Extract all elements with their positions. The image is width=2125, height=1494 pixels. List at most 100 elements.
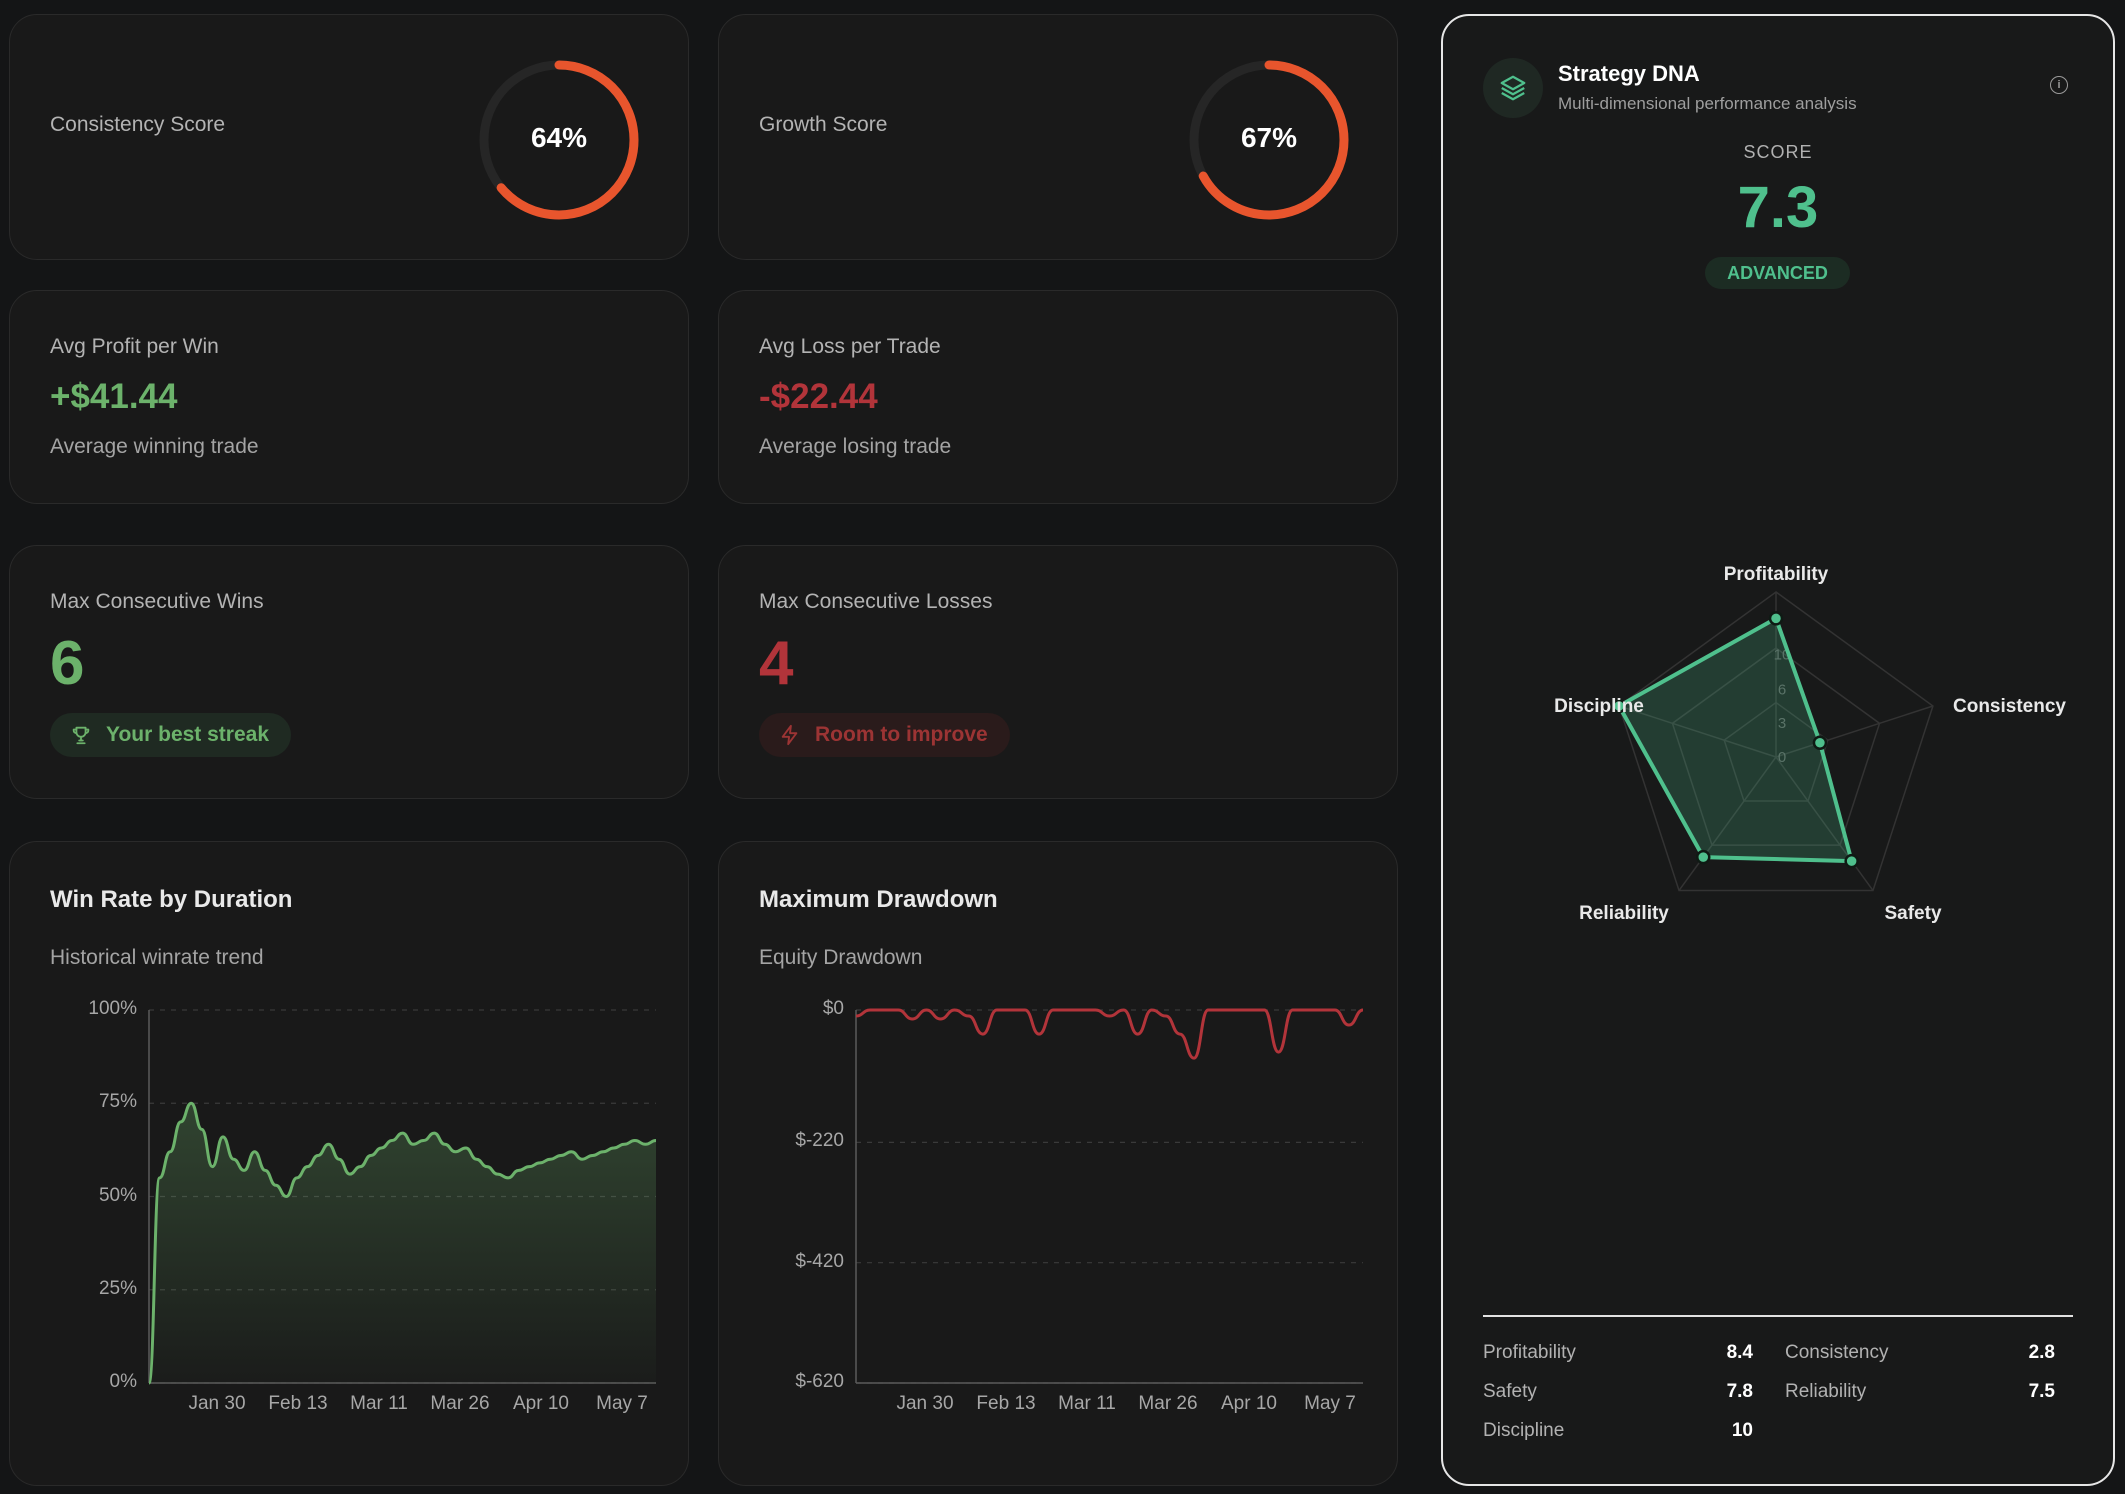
x-tick-label: Feb 13	[268, 1393, 328, 1414]
layers-icon	[1483, 58, 1543, 118]
max-losses-value: 4	[759, 629, 794, 698]
radar-spoke	[1775, 705, 1934, 758]
y-tick-label: $-420	[795, 1250, 844, 1272]
radar-axis-label: Consistency	[1953, 696, 2066, 717]
growth-score-ring	[1189, 60, 1349, 220]
max-wins-label: Max Consecutive Wins	[50, 590, 264, 613]
radar-spoke	[1618, 705, 1777, 758]
x-tick-label: Feb 13	[976, 1393, 1036, 1414]
level-badge: ADVANCED	[1705, 257, 1850, 289]
growth-score-label: Growth Score	[759, 113, 888, 136]
dna-stat-value: 7.8	[1726, 1381, 1753, 1402]
x-tick-label: Mar 11	[1058, 1393, 1116, 1414]
avg-loss-label: Avg Loss per Trade	[759, 335, 941, 358]
y-tick-label: 75%	[98, 1091, 137, 1113]
radar-point	[1768, 611, 1784, 626]
radar-spoke	[1775, 756, 1874, 891]
drawdown-chart-title: Maximum Drawdown	[759, 886, 998, 913]
avg-profit-card: Avg Profit per Win +$41.44 Average winni…	[9, 290, 689, 504]
dna-stat-value: 2.8	[2028, 1342, 2055, 1363]
winrate-chart-card: Win Rate by Duration Historical winrate …	[9, 841, 689, 1486]
consistency-score-label: Consistency Score	[50, 113, 226, 136]
y-tick-label: $0	[822, 998, 844, 1019]
dna-stat-label: Discipline	[1483, 1420, 1565, 1441]
avg-loss-card: Avg Loss per Trade -$22.44 Average losin…	[718, 290, 1398, 504]
x-tick-label: May 7	[1304, 1393, 1356, 1414]
x-tick-label: Apr 10	[513, 1393, 569, 1414]
trophy-icon	[72, 726, 90, 745]
strategy-dna-panel: Strategy DNA Multi-dimensional performan…	[1441, 14, 2115, 1486]
dna-stat-label: Profitability	[1483, 1342, 1576, 1363]
x-tick-label: Mar 11	[350, 1393, 408, 1414]
radar-spoke	[1678, 756, 1777, 891]
series-line	[855, 1008, 1364, 1060]
max-wins-card: Max Consecutive Wins 6 Your best streak	[9, 545, 689, 799]
dna-stat-value: 10	[1731, 1420, 1753, 1441]
avg-loss-desc: Average losing trade	[759, 435, 952, 458]
x-tick-label: Jan 30	[896, 1393, 954, 1414]
x-tick-label: May 7	[596, 1393, 648, 1414]
radar-axis-label: Profitability	[1724, 564, 1829, 585]
score-value: 7.3	[1737, 175, 1819, 240]
lightning-icon	[781, 724, 798, 746]
max-losses-card: Max Consecutive Losses 4 Room to improve	[718, 545, 1398, 799]
max-losses-label: Max Consecutive Losses	[759, 590, 993, 613]
y-tick-label: 25%	[98, 1277, 137, 1299]
radar-grid	[1723, 701, 1829, 802]
avg-profit-value: +$41.44	[50, 377, 178, 416]
winrate-chart	[147, 1009, 657, 1385]
radar-value-polygon	[1617, 616, 1854, 864]
radar-grid	[1671, 647, 1881, 846]
y-tick-label: $-220	[795, 1130, 844, 1152]
y-tick-label: $-620	[795, 1371, 844, 1392]
dna-stat-label: Safety	[1483, 1381, 1537, 1402]
radar-chart: 10630ProfitabilityConsistencySafetyRelia…	[1554, 564, 2066, 924]
dna-subtitle: Multi-dimensional performance analysis	[1558, 94, 1857, 113]
series-area	[149, 1103, 656, 1383]
radar-point	[1611, 698, 1627, 714]
radar-point	[1696, 849, 1711, 865]
avg-profit-label: Avg Profit per Win	[50, 335, 219, 358]
avg-profit-desc: Average winning trade	[50, 435, 259, 458]
stats-divider	[1483, 1315, 2073, 1317]
info-icon[interactable]: i	[2050, 76, 2068, 94]
max-wins-value: 6	[50, 629, 85, 698]
drawdown-chart-subtitle: Equity Drawdown	[759, 946, 923, 969]
radar-ring-label: 0	[1778, 749, 1786, 766]
radar-ring-label: 3	[1778, 715, 1786, 732]
dna-stat-value: 8.4	[1726, 1342, 1753, 1363]
winrate-chart-title: Win Rate by Duration	[50, 886, 293, 913]
best-streak-text: Your best streak	[106, 723, 270, 746]
score-label: SCORE	[1743, 142, 1813, 162]
radar-grid	[1618, 591, 1934, 892]
x-tick-label: Mar 26	[1138, 1393, 1198, 1414]
growth-score-value: 67%	[1240, 122, 1298, 153]
best-streak-badge: Your best streak	[50, 713, 292, 757]
dna-stat-label: Reliability	[1785, 1381, 1867, 1402]
radar-point	[1812, 735, 1828, 750]
dna-stat-label: Consistency	[1785, 1342, 1889, 1363]
radar-axis-label: Discipline	[1554, 696, 1644, 717]
drawdown-chart-card: Maximum Drawdown Equity Drawdown $0 $-220…	[718, 841, 1398, 1486]
consistency-score-value: 64%	[530, 122, 588, 153]
avg-loss-value: -$22.44	[759, 377, 878, 416]
radar-axis-label: Safety	[1884, 903, 1941, 924]
y-tick-label: 0%	[109, 1371, 137, 1392]
radar-axis-label: Reliability	[1579, 903, 1669, 924]
dna-title: Strategy DNA	[1558, 61, 1700, 86]
room-to-improve-text: Room to improve	[815, 723, 988, 746]
winrate-chart-subtitle: Historical winrate trend	[50, 946, 264, 969]
drawdown-chart	[855, 1008, 1364, 1384]
growth-score-card: Growth Score 67%	[718, 14, 1398, 260]
x-tick-label: Mar 26	[430, 1393, 490, 1414]
radar-ring-label: 6	[1778, 681, 1786, 698]
radar-point	[1844, 853, 1859, 869]
dna-stat-value: 7.5	[2028, 1381, 2055, 1402]
consistency-score-ring	[479, 60, 639, 220]
y-tick-label: 100%	[88, 998, 137, 1019]
room-to-improve-badge: Room to improve	[759, 713, 1010, 757]
x-tick-label: Apr 10	[1221, 1393, 1277, 1414]
series-line	[147, 1101, 657, 1385]
y-tick-label: 50%	[98, 1184, 137, 1206]
consistency-score-card: Consistency Score 64%	[9, 14, 689, 260]
